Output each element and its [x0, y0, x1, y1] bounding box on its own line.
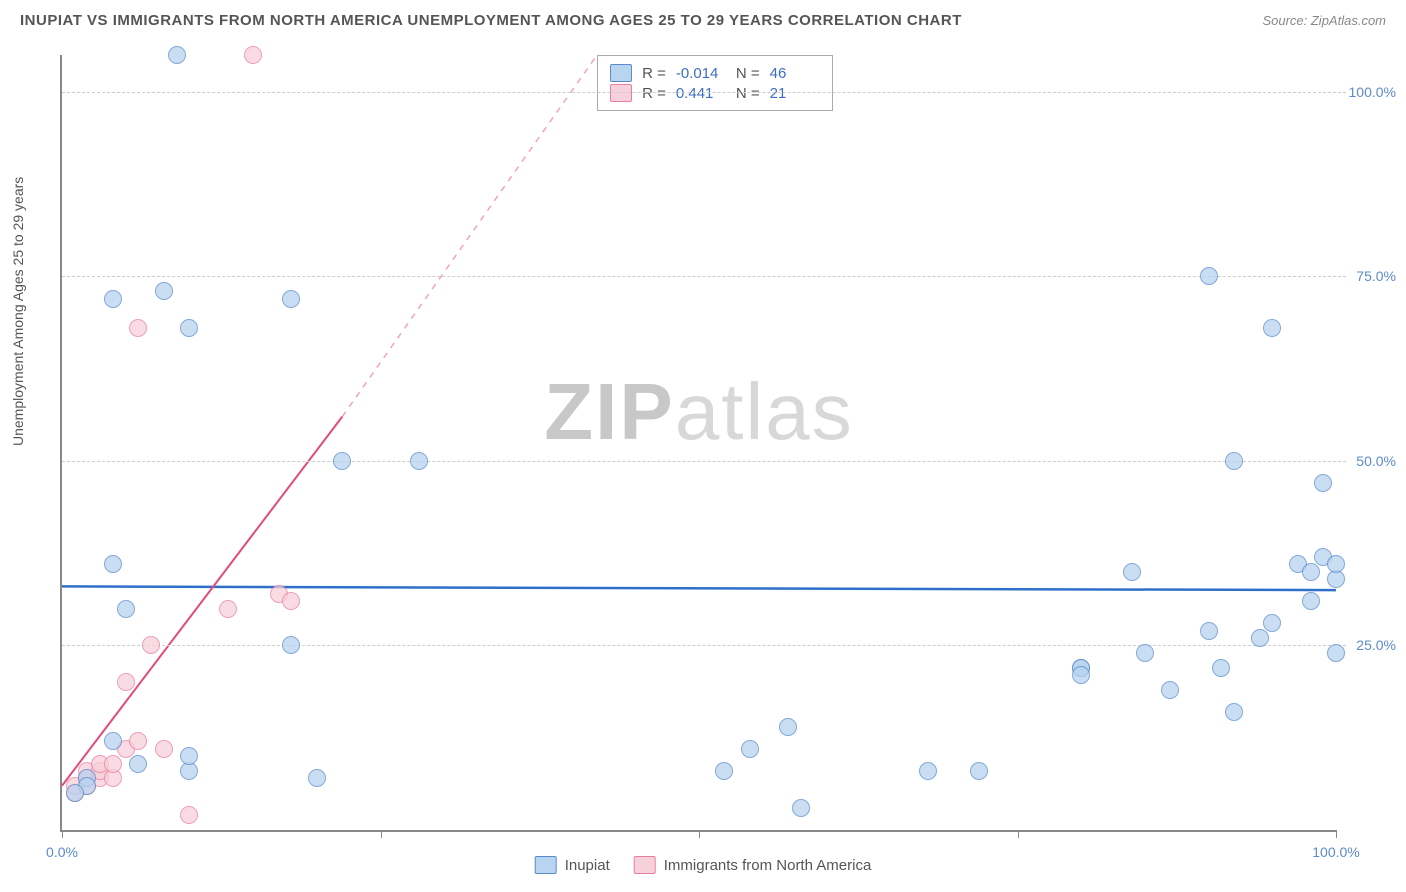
y-tick-label: 75.0%	[1356, 268, 1396, 284]
legend-item: Immigrants from North America	[634, 856, 872, 874]
x-tick-label: 0.0%	[46, 844, 78, 860]
data-point	[117, 673, 135, 691]
data-point	[1302, 592, 1320, 610]
grid-line	[62, 645, 1346, 646]
n-label: N =	[736, 85, 760, 102]
data-point	[142, 636, 160, 654]
y-tick-label: 100.0%	[1349, 84, 1396, 100]
data-point	[104, 732, 122, 750]
data-point	[155, 740, 173, 758]
data-point	[1161, 681, 1179, 699]
data-point	[282, 290, 300, 308]
data-point	[180, 806, 198, 824]
data-point	[1200, 622, 1218, 640]
grid-line	[62, 276, 1346, 277]
grid-line	[62, 461, 1346, 462]
swatch-pink	[610, 84, 632, 102]
data-point	[1302, 563, 1320, 581]
swatch-blue	[610, 64, 632, 82]
data-point	[168, 46, 186, 64]
y-axis-label: Unemployment Among Ages 25 to 29 years	[10, 177, 26, 446]
series-legend: Inupiat Immigrants from North America	[535, 856, 872, 874]
data-point	[129, 732, 147, 750]
data-point	[792, 799, 810, 817]
x-tick	[62, 830, 63, 838]
data-point	[66, 784, 84, 802]
chart-header: INUPIAT VS IMMIGRANTS FROM NORTH AMERICA…	[0, 0, 1406, 40]
data-point	[129, 755, 147, 773]
x-tick	[1018, 830, 1019, 838]
data-point	[715, 762, 733, 780]
data-point	[219, 600, 237, 618]
n-value: 21	[770, 85, 820, 102]
data-point	[1225, 703, 1243, 721]
r-value: -0.014	[676, 65, 726, 82]
trend-lines-svg	[62, 55, 1336, 830]
x-tick	[1336, 830, 1337, 838]
legend-label: Inupiat	[565, 857, 610, 874]
data-point	[104, 555, 122, 573]
legend-item: Inupiat	[535, 856, 610, 874]
n-label: N =	[736, 65, 760, 82]
data-point	[155, 282, 173, 300]
data-point	[741, 740, 759, 758]
data-point	[1212, 659, 1230, 677]
data-point	[1225, 452, 1243, 470]
y-tick-label: 25.0%	[1356, 637, 1396, 653]
x-tick-label: 100.0%	[1312, 844, 1359, 860]
swatch-pink	[634, 856, 656, 874]
data-point	[244, 46, 262, 64]
n-value: 46	[770, 65, 820, 82]
r-value: 0.441	[676, 85, 726, 102]
chart-source: Source: ZipAtlas.com	[1262, 13, 1386, 28]
r-label: R =	[642, 85, 666, 102]
data-point	[919, 762, 937, 780]
legend-label: Immigrants from North America	[664, 857, 872, 874]
data-point	[104, 755, 122, 773]
data-point	[1263, 614, 1281, 632]
data-point	[1136, 644, 1154, 662]
data-point	[1263, 319, 1281, 337]
data-point	[180, 747, 198, 765]
data-point	[104, 290, 122, 308]
chart-plot-area: ZIPatlas R = -0.014 N = 46 R = 0.441 N =…	[60, 55, 1336, 832]
data-point	[333, 452, 351, 470]
data-point	[1251, 629, 1269, 647]
data-point	[308, 769, 326, 787]
stats-legend-row: R = -0.014 N = 46	[610, 64, 820, 82]
data-point	[1200, 267, 1218, 285]
data-point	[779, 718, 797, 736]
data-point	[117, 600, 135, 618]
chart-title: INUPIAT VS IMMIGRANTS FROM NORTH AMERICA…	[20, 12, 962, 29]
grid-line	[62, 92, 1346, 93]
y-tick-label: 50.0%	[1356, 453, 1396, 469]
data-point	[410, 452, 428, 470]
r-label: R =	[642, 65, 666, 82]
x-tick	[381, 830, 382, 838]
stats-legend-row: R = 0.441 N = 21	[610, 84, 820, 102]
data-point	[1123, 563, 1141, 581]
data-point	[282, 636, 300, 654]
data-point	[180, 319, 198, 337]
data-point	[1327, 644, 1345, 662]
data-point	[129, 319, 147, 337]
x-tick	[699, 830, 700, 838]
data-point	[1327, 555, 1345, 573]
data-point	[970, 762, 988, 780]
data-point	[1072, 666, 1090, 684]
swatch-blue	[535, 856, 557, 874]
data-point	[282, 592, 300, 610]
stats-legend: R = -0.014 N = 46 R = 0.441 N = 21	[597, 55, 833, 111]
data-point	[1314, 474, 1332, 492]
